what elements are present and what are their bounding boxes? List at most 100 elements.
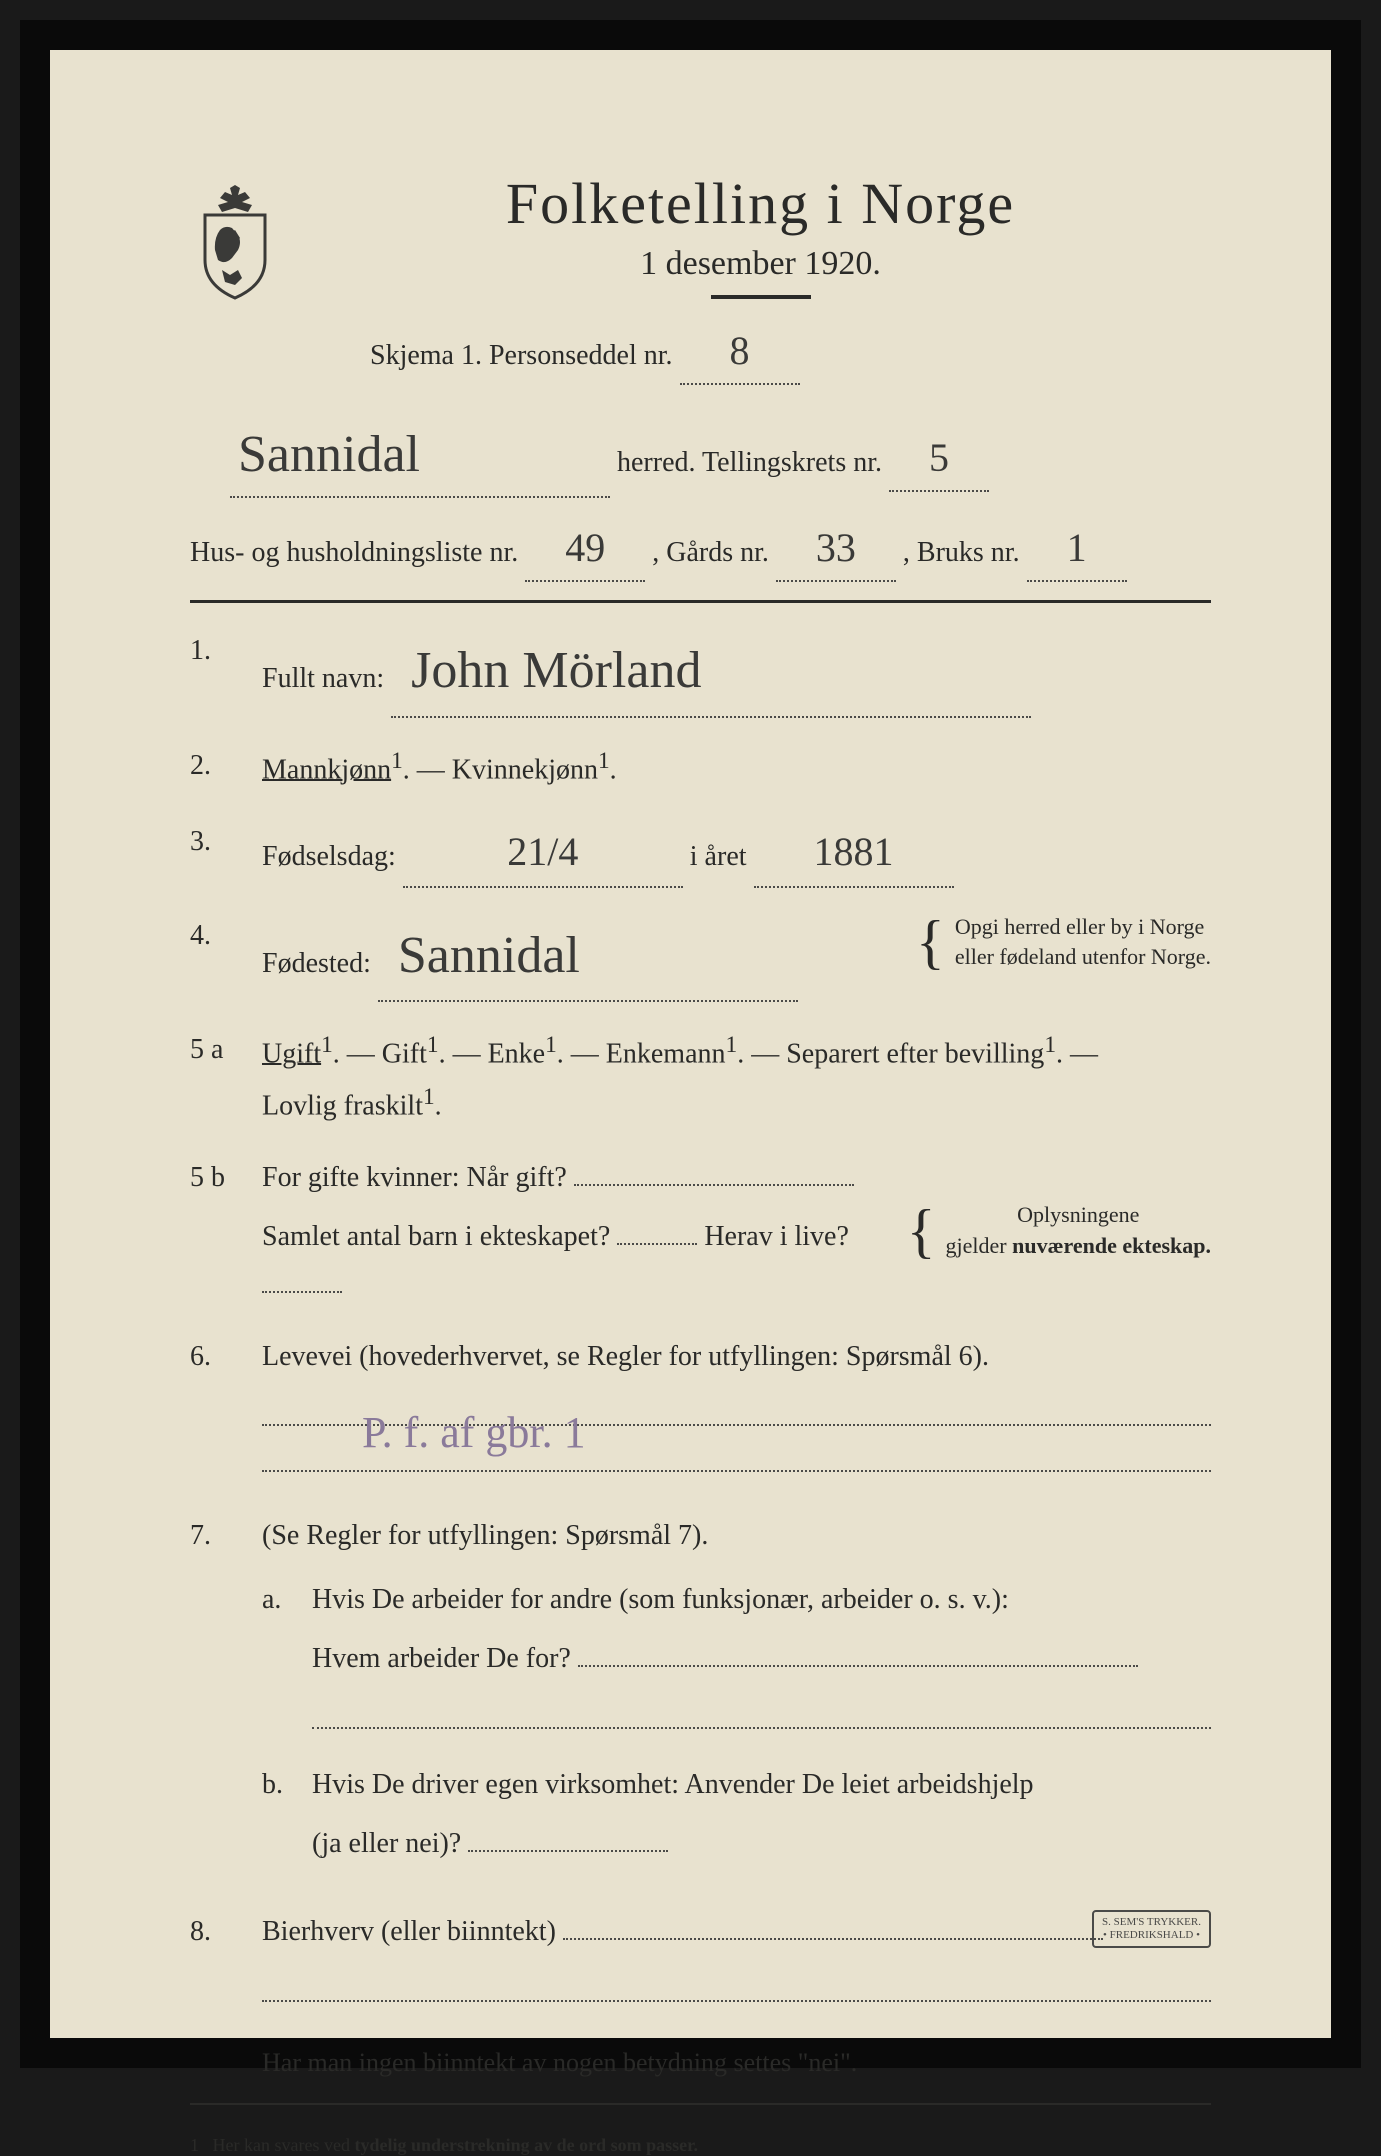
q6-num: 6. — [190, 1333, 238, 1489]
q5b-sidenote: { Oplysningene gjelder nuværende ekteska… — [907, 1200, 1211, 1262]
hus-line: Hus- og husholdningsliste nr. 49 , Gårds… — [190, 516, 1211, 582]
q3-year-label: i året — [690, 841, 747, 872]
q2-kvinnekjonn: Kvinnekjønn — [452, 754, 598, 785]
skjema-line: Skjema 1. Personseddel nr. 8 — [370, 319, 1211, 385]
q4-label: Fødested: — [262, 948, 371, 979]
bruks-label: , Bruks nr. — [903, 537, 1020, 568]
footnote-num: 1 — [190, 2135, 199, 2155]
q5b-side2: gjelder — [946, 1233, 1013, 1258]
stamp-line2: • FREDRIKSHALD • — [1102, 1929, 1201, 1942]
q5a-ugift: Ugift — [262, 1038, 321, 1069]
skjema-label: Skjema 1. Personseddel nr. — [370, 340, 673, 371]
hus-label: Hus- og husholdningsliste nr. — [190, 537, 518, 568]
brace-icon-2: { — [907, 1213, 936, 1249]
q3-day: 21/4 — [507, 818, 578, 886]
bruks-value: 1 — [1067, 516, 1087, 580]
meta-section: Skjema 1. Personseddel nr. 8 — [310, 319, 1211, 385]
q2-sup1: 1 — [391, 748, 403, 774]
q7-num: 7. — [190, 1512, 238, 1884]
q5a-gift: Gift — [382, 1038, 427, 1069]
q4: 4. Fødested: Sannidal { Opgi herred elle… — [190, 912, 1211, 1002]
q5b-blank3 — [262, 1273, 342, 1293]
q5a-enkemann: Enkemann — [606, 1038, 726, 1069]
q1-value: John Mörland — [411, 627, 701, 715]
q2: 2. Mannkjønn1. — Kvinnekjønn1. — [190, 742, 1211, 794]
q7-label: (Se Regler for utfyllingen: Spørsmål 7). — [262, 1520, 708, 1551]
q2-sep: . — — [403, 754, 452, 785]
subtitle: 1 desember 1920. — [310, 245, 1211, 283]
q4-value: Sannidal — [398, 912, 580, 1000]
hus-value: 49 — [565, 516, 605, 580]
q7a-letter: a. — [262, 1576, 292, 1745]
q4-side2: eller fødeland utenfor Norge. — [955, 942, 1211, 973]
q1-label: Fullt navn: — [262, 663, 384, 694]
footnote-text-a: Her kan svares ved — [213, 2135, 355, 2155]
q5a-separert: Separert efter bevilling — [786, 1038, 1044, 1069]
header: Folketelling i Norge 1 desember 1920. Sk… — [190, 170, 1211, 403]
q5b-num: 5 b — [190, 1154, 238, 1309]
q2-mannkjonn: Mannkjønn — [262, 754, 391, 785]
divider-1 — [190, 600, 1211, 603]
q7a-blank2 — [312, 1699, 1211, 1729]
herred-value: Sannidal — [238, 413, 420, 496]
q2-end: . — [610, 754, 617, 785]
q8-num: 8. — [190, 1908, 238, 2018]
q5b-line1a: For gifte kvinner: Når gift? — [262, 1162, 567, 1193]
q7b-line1: Hvis De driver egen virksomhet: Anvender… — [312, 1761, 1211, 1809]
q8: 8. Bierhverv (eller biinntekt) — [190, 1908, 1211, 2018]
q7: 7. (Se Regler for utfyllingen: Spørsmål … — [190, 1512, 1211, 1884]
q4-sidenote: { Opgi herred eller by i Norge eller fød… — [916, 912, 1211, 974]
brace-icon: { — [916, 924, 945, 960]
q5a-enke: Enke — [488, 1038, 546, 1069]
q5b-blank2 — [617, 1225, 697, 1245]
q3-label: Fødselsdag: — [262, 841, 396, 872]
herred-line: Sannidal herred. Tellingskrets nr. 5 — [190, 413, 1211, 498]
q6: 6. Levevei (hovederhvervet, se Regler fo… — [190, 1333, 1211, 1489]
q2-sup2: 1 — [598, 748, 610, 774]
q3-year: 1881 — [814, 818, 894, 886]
q5a-lovlig: Lovlig fraskilt — [262, 1090, 423, 1121]
q1-num: 1. — [190, 627, 238, 717]
q7a-blank1 — [578, 1647, 1138, 1667]
gards-value: 33 — [816, 516, 856, 580]
q7b: b. Hvis De driver egen virksomhet: Anven… — [262, 1761, 1211, 1868]
q7a-line2: Hvem arbeider De for? — [312, 1643, 571, 1674]
q3-num: 3. — [190, 818, 238, 888]
census-form: Folketelling i Norge 1 desember 1920. Sk… — [90, 110, 1291, 1998]
printer-stamp: S. SEM'S TRYKKER. • FREDRIKSHALD • — [1092, 1910, 1211, 1948]
q7b-letter: b. — [262, 1761, 292, 1868]
q5a: 5 a Ugift1. — Gift1. — Enke1. — Enkemann… — [190, 1026, 1211, 1130]
tellingskrets-value: 5 — [929, 426, 949, 490]
q7b-line2: (ja eller nei)? — [312, 1828, 461, 1859]
q5b-blank1 — [574, 1166, 854, 1186]
q3: 3. Fødselsdag: 21/4 i året 1881 — [190, 818, 1211, 888]
q5b: 5 b For gifte kvinner: Når gift? Samlet … — [190, 1154, 1211, 1309]
personseddel-value: 8 — [730, 319, 750, 383]
main-title: Folketelling i Norge — [310, 170, 1211, 237]
q5a-num: 5 a — [190, 1026, 238, 1130]
q8-label: Bierhverv (eller biinntekt) — [262, 1916, 556, 1947]
q4-side1: Opgi herred eller by i Norge — [955, 912, 1211, 943]
herred-label: herred. Tellingskrets nr. — [617, 447, 882, 478]
divider-2 — [190, 2103, 1211, 2105]
scanned-page: Folketelling i Norge 1 desember 1920. Sk… — [20, 20, 1361, 2068]
q2-num: 2. — [190, 742, 238, 794]
footnote: 1 Her kan svares ved tydelig understrekn… — [190, 2135, 1211, 2156]
q7a-line1: Hvis De arbeider for andre (som funksjon… — [312, 1576, 1211, 1624]
stamp-line1: S. SEM'S TRYKKER. — [1102, 1916, 1201, 1929]
title-divider — [711, 295, 811, 299]
q5b-side2b: nuværende ekteskap. — [1012, 1233, 1211, 1258]
q7b-blank — [468, 1832, 668, 1852]
q4-num: 4. — [190, 912, 238, 1002]
q8-blank1 — [563, 1920, 1103, 1940]
footnote-text-b: tydelig understrekning av de ord som pas… — [354, 2135, 698, 2155]
q7a: a. Hvis De arbeider for andre (som funks… — [262, 1576, 1211, 1745]
q5b-line2b: Herav i live? — [704, 1221, 849, 1252]
q8-blank2 — [262, 1972, 1211, 2002]
q5b-side1: Oplysningene — [946, 1200, 1211, 1231]
q6-label: Levevei (hovederhvervet, se Regler for u… — [262, 1341, 989, 1372]
q5b-line2a: Samlet antal barn i ekteskapet? — [262, 1221, 610, 1252]
title-block: Folketelling i Norge 1 desember 1920. Sk… — [310, 170, 1211, 403]
coat-of-arms-icon — [190, 180, 280, 300]
gards-label: , Gårds nr. — [652, 537, 769, 568]
